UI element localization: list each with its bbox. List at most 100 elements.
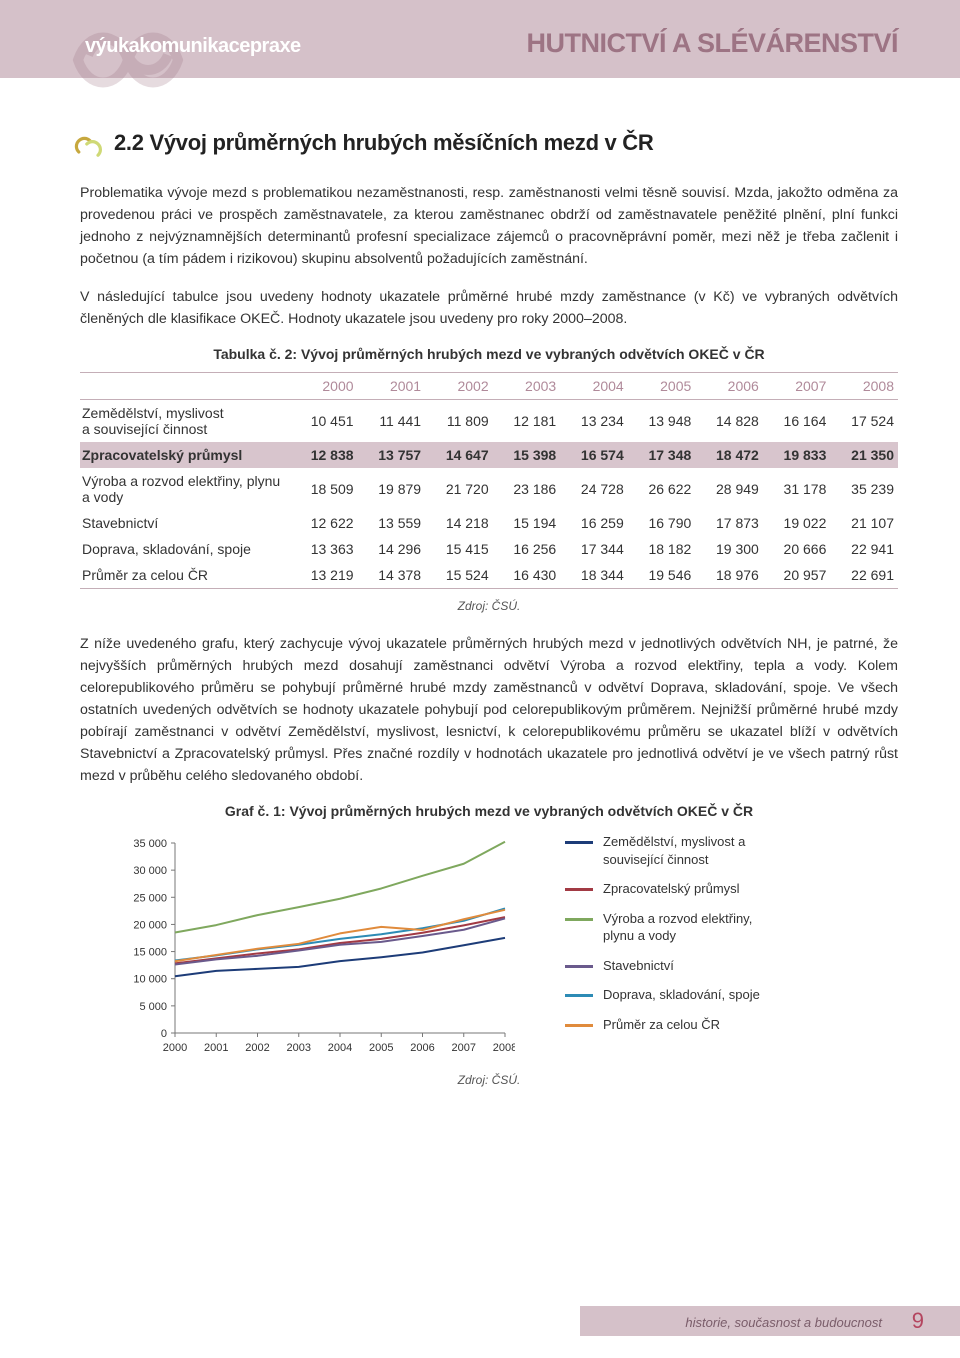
table-cell: 19 022	[763, 510, 831, 536]
table-cell: 22 691	[830, 562, 898, 589]
chart-legend: Zemědělství, myslivost a související čin…	[565, 833, 785, 1063]
table-cell: 13 757	[358, 442, 426, 468]
table-row: Stavebnictví12 62213 55914 21815 19416 2…	[80, 510, 898, 536]
legend-label: Průměr za celou ČR	[603, 1016, 720, 1034]
legend-swatch	[565, 994, 593, 997]
table-cell: 24 728	[560, 468, 628, 510]
legend-label: Výroba a rozvod elektřiny, plynu a vody	[603, 910, 785, 945]
table-cell: 10 451	[290, 400, 358, 443]
legend-item: Zemědělství, myslivost a související čin…	[565, 833, 785, 868]
paragraph-1: Problematika vývoje mezd s problematikou…	[80, 182, 898, 270]
wages-table: 200020012002200320042005200620072008 Zem…	[80, 372, 898, 589]
header-right-label: HUTNICTVÍ A SLÉVÁRENSTVÍ	[526, 28, 898, 59]
table-cell: 15 398	[493, 442, 561, 468]
table-row-label: Zemědělství, myslivost a související čin…	[80, 400, 290, 443]
table-caption: Tabulka č. 2: Vývoj průměrných hrubých m…	[80, 346, 898, 362]
svg-text:2006: 2006	[410, 1042, 434, 1054]
svg-text:30 000: 30 000	[133, 865, 167, 877]
table-cell: 26 622	[628, 468, 696, 510]
svg-text:35 000: 35 000	[133, 838, 167, 850]
table-row: Průměr za celou ČR13 21914 37815 52416 4…	[80, 562, 898, 589]
legend-label: Zpracovatelský průmysl	[603, 880, 740, 898]
header-left-label: výukakomunikacepraxe	[85, 35, 301, 58]
table-cell: 12 838	[290, 442, 358, 468]
table-row: Výroba a rozvod elektřiny, plynu a vody1…	[80, 468, 898, 510]
table-cell: 16 164	[763, 400, 831, 443]
table-year-header: 2007	[763, 373, 831, 400]
legend-item: Stavebnictví	[565, 957, 785, 975]
legend-item: Doprava, skladování, spoje	[565, 986, 785, 1004]
table-cell: 19 879	[358, 468, 426, 510]
svg-text:0: 0	[161, 1028, 167, 1040]
table-cell: 14 647	[425, 442, 493, 468]
svg-text:5 000: 5 000	[139, 1001, 167, 1013]
table-cell: 14 378	[358, 562, 426, 589]
table-cell: 15 194	[493, 510, 561, 536]
paragraph-2: V následující tabulce jsou uvedeny hodno…	[80, 286, 898, 330]
table-cell: 19 546	[628, 562, 696, 589]
table-row-label: Zpracovatelský průmysl	[80, 442, 290, 468]
table-cell: 17 524	[830, 400, 898, 443]
legend-item: Výroba a rozvod elektřiny, plynu a vody	[565, 910, 785, 945]
table-cell: 31 178	[763, 468, 831, 510]
footer-text: historie, současnost a budoucnost	[685, 1315, 882, 1330]
table-cell: 15 415	[425, 536, 493, 562]
table-cell: 17 348	[628, 442, 696, 468]
table-cell: 35 239	[830, 468, 898, 510]
page-number: 9	[912, 1308, 924, 1334]
svg-text:2004: 2004	[328, 1042, 352, 1054]
table-cell: 16 430	[493, 562, 561, 589]
table-year-header: 2000	[290, 373, 358, 400]
table-cell: 18 182	[628, 536, 696, 562]
svg-text:15 000: 15 000	[133, 947, 167, 959]
table-cell: 21 107	[830, 510, 898, 536]
table-cell: 18 472	[695, 442, 763, 468]
table-cell: 14 218	[425, 510, 493, 536]
legend-label: Stavebnictví	[603, 957, 674, 975]
table-cell: 20 957	[763, 562, 831, 589]
content: 2.2 Vývoj průměrných hrubých měsíčních m…	[80, 130, 898, 1107]
table-year-header: 2002	[425, 373, 493, 400]
legend-label: Doprava, skladování, spoje	[603, 986, 760, 1004]
legend-swatch	[565, 1024, 593, 1027]
table-row: Zemědělství, myslivost a související čin…	[80, 400, 898, 443]
table-row-label: Průměr za celou ČR	[80, 562, 290, 589]
table-cell: 17 344	[560, 536, 628, 562]
table-cell: 15 524	[425, 562, 493, 589]
chart-block: 05 00010 00015 00020 00025 00030 00035 0…	[80, 833, 898, 1063]
table-cell: 16 790	[628, 510, 696, 536]
chart-source: Zdroj: ČSÚ.	[80, 1073, 898, 1087]
legend-label: Zemědělství, myslivost a související čin…	[603, 833, 785, 868]
table-year-header: 2004	[560, 373, 628, 400]
table-cell: 17 873	[695, 510, 763, 536]
svg-text:2001: 2001	[204, 1042, 228, 1054]
table-year-header: 2001	[358, 373, 426, 400]
table-cell: 13 234	[560, 400, 628, 443]
svg-text:2007: 2007	[452, 1042, 476, 1054]
legend-swatch	[565, 888, 593, 891]
table-cell: 19 300	[695, 536, 763, 562]
svg-text:10 000: 10 000	[133, 974, 167, 986]
legend-item: Zpracovatelský průmysl	[565, 880, 785, 898]
table-cell: 21 720	[425, 468, 493, 510]
svg-text:2002: 2002	[245, 1042, 269, 1054]
svg-text:20 000: 20 000	[133, 919, 167, 931]
table-cell: 14 828	[695, 400, 763, 443]
table-cell: 18 976	[695, 562, 763, 589]
table-source: Zdroj: ČSÚ.	[80, 599, 898, 613]
legend-swatch	[565, 841, 593, 844]
table-cell: 18 344	[560, 562, 628, 589]
table-cell: 19 833	[763, 442, 831, 468]
table-year-header: 2003	[493, 373, 561, 400]
svg-text:2005: 2005	[369, 1042, 393, 1054]
table-row-label: Doprava, skladování, spoje	[80, 536, 290, 562]
chart-caption: Graf č. 1: Vývoj průměrných hrubých mezd…	[80, 803, 898, 819]
table-cell: 21 350	[830, 442, 898, 468]
table-cell: 20 666	[763, 536, 831, 562]
table-cell: 14 296	[358, 536, 426, 562]
table-cell: 13 363	[290, 536, 358, 562]
svg-text:2000: 2000	[163, 1042, 187, 1054]
table-year-header: 2008	[830, 373, 898, 400]
table-year-header: 2005	[628, 373, 696, 400]
footer: historie, současnost a budoucnost 9	[0, 1304, 960, 1336]
